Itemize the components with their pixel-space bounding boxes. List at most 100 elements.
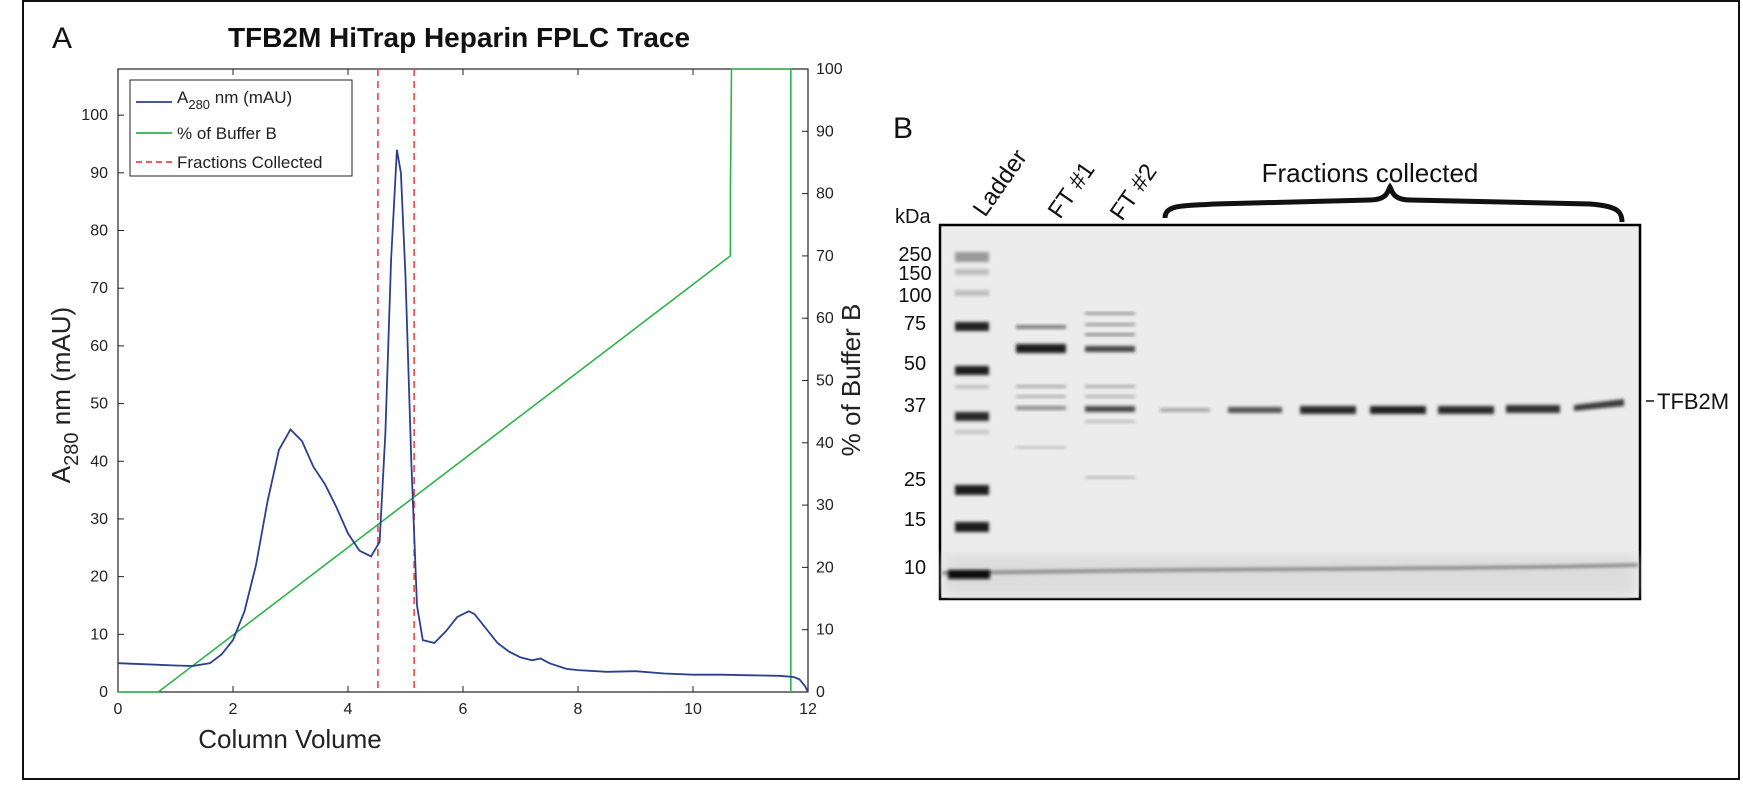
fraction-band [1228,407,1282,413]
fractions-brace [1162,182,1625,223]
y2-tick-label: 40 [816,435,834,452]
legend-entry-fractions: Fractions Collected [177,153,323,172]
x-tick-label: 10 [684,701,702,718]
fraction-band [1300,406,1356,414]
fraction-band [1370,406,1426,414]
y-tick-label: 40 [90,453,108,470]
ft2-band [1085,406,1135,412]
gel-image [938,223,1642,601]
x-tick-label: 0 [114,701,123,718]
y-tick-label: 20 [90,569,108,586]
ladder-band [955,269,989,275]
panel-a-letter: A [52,22,72,55]
y2-tick-label: 30 [816,497,834,514]
ladder-band [955,522,989,532]
y2-axis-label: % of Buffer B [836,304,866,457]
gel-dye-front-shade [945,555,1635,595]
tfb2m-label: TFB2M [1657,389,1729,414]
marker-label-15: 15 [904,509,926,531]
y-tick-label: 90 [90,165,108,182]
x-axis-ticks: 0 2 4 6 8 10 12 [114,69,817,718]
ladder-band [955,322,989,331]
marker-labels: 250 150 100 75 50 37 25 15 10 [898,244,931,579]
y2-tick-label: 50 [816,373,834,390]
ft2-band [1085,385,1135,388]
y2-tick-label: 0 [816,684,825,701]
y2-axis-ticks: 0 10 20 30 40 50 60 70 80 90 100 [802,61,843,701]
legend: A280 nm (mAU) % of Buffer B Fractions Co… [129,79,353,177]
ladder-band [955,290,989,296]
legend-entry-a280: A280 nm (mAU) [177,88,292,112]
y2-tick-label: 20 [816,559,834,576]
x-tick-label: 6 [459,701,468,718]
fraction-band [1160,408,1210,412]
fraction-lines [377,69,415,692]
lane-label-ft1: FT #1 [1043,157,1101,223]
y2-tick-label: 10 [816,622,834,639]
y-axis-label: A280 nm (mAU) [46,307,83,483]
ft2-band [1085,420,1135,423]
series-a280-line [117,149,809,693]
y2-tick-label: 100 [816,61,843,78]
ft1-band [1016,395,1066,398]
x-axis-label: Column Volume [198,724,382,754]
ft2-band [1085,476,1135,479]
x-tick-label: 4 [344,701,353,718]
ft1-band [1016,446,1066,449]
y-tick-label: 30 [90,511,108,528]
marker-label-250: 250 [898,244,931,266]
lane-label-ladder: Ladder [968,145,1033,222]
y-tick-label: 70 [90,280,108,297]
series-buffer-b-line [118,68,792,693]
ft2-band [1085,323,1135,326]
y2-tick-label: 60 [816,310,834,327]
y-tick-label: 100 [81,107,108,124]
x-tick-label: 8 [574,701,583,718]
ft1-band [1016,344,1066,353]
fractions-collected-label: Fractions collected [1262,158,1479,188]
ladder-band [955,430,989,434]
ladder-band [948,570,990,579]
ft2-band [1085,312,1135,315]
y-tick-label: 10 [90,626,108,643]
ladder-band [955,252,989,262]
ft1-band [1016,385,1066,388]
y-axis-ticks: 0 10 20 30 40 50 60 70 80 90 100 [81,107,124,701]
marker-label-100: 100 [898,285,931,307]
ladder-band [955,385,989,389]
ft2-band [1085,346,1135,352]
fraction-band [1438,406,1494,414]
y2-tick-label: 70 [816,248,834,265]
marker-label-50: 50 [904,353,926,375]
lane-label-ft2: FT #2 [1105,159,1163,225]
plot-area: 0 2 4 6 8 10 12 0 10 20 30 40 50 60 70 80 90 100 0 10 20 30… [81,61,843,718]
y-tick-label: 60 [90,338,108,355]
x-tick-label: 12 [799,701,817,718]
ft1-lane [1016,325,1066,449]
y2-tick-label: 90 [816,123,834,140]
chart-title: TFB2M HiTrap Heparin FPLC Trace [228,22,690,53]
fraction-lanes [1160,399,1624,414]
y-tick-label: 80 [90,223,108,240]
legend-box [129,79,353,177]
ft1-band [1016,406,1066,410]
x-tick-label: 2 [229,701,238,718]
y-tick-label: 0 [99,684,108,701]
ladder-band [955,485,989,495]
legend-entry-buffer-b: % of Buffer B [177,124,277,143]
marker-label-10: 10 [904,557,926,579]
y2-tick-label: 80 [816,186,834,203]
dye-front-line [941,563,1639,575]
ft2-lane [1085,312,1135,479]
marker-label-150: 150 [898,263,931,285]
kda-label: kDa [895,206,931,228]
ladder-lane [948,252,990,579]
fraction-band [1506,405,1560,413]
ladder-band [955,412,989,421]
ladder-band [955,366,989,375]
y-tick-label: 50 [90,396,108,413]
panel-b-letter: B [893,112,913,145]
marker-label-75: 75 [904,313,926,335]
ft2-band [1085,395,1135,398]
